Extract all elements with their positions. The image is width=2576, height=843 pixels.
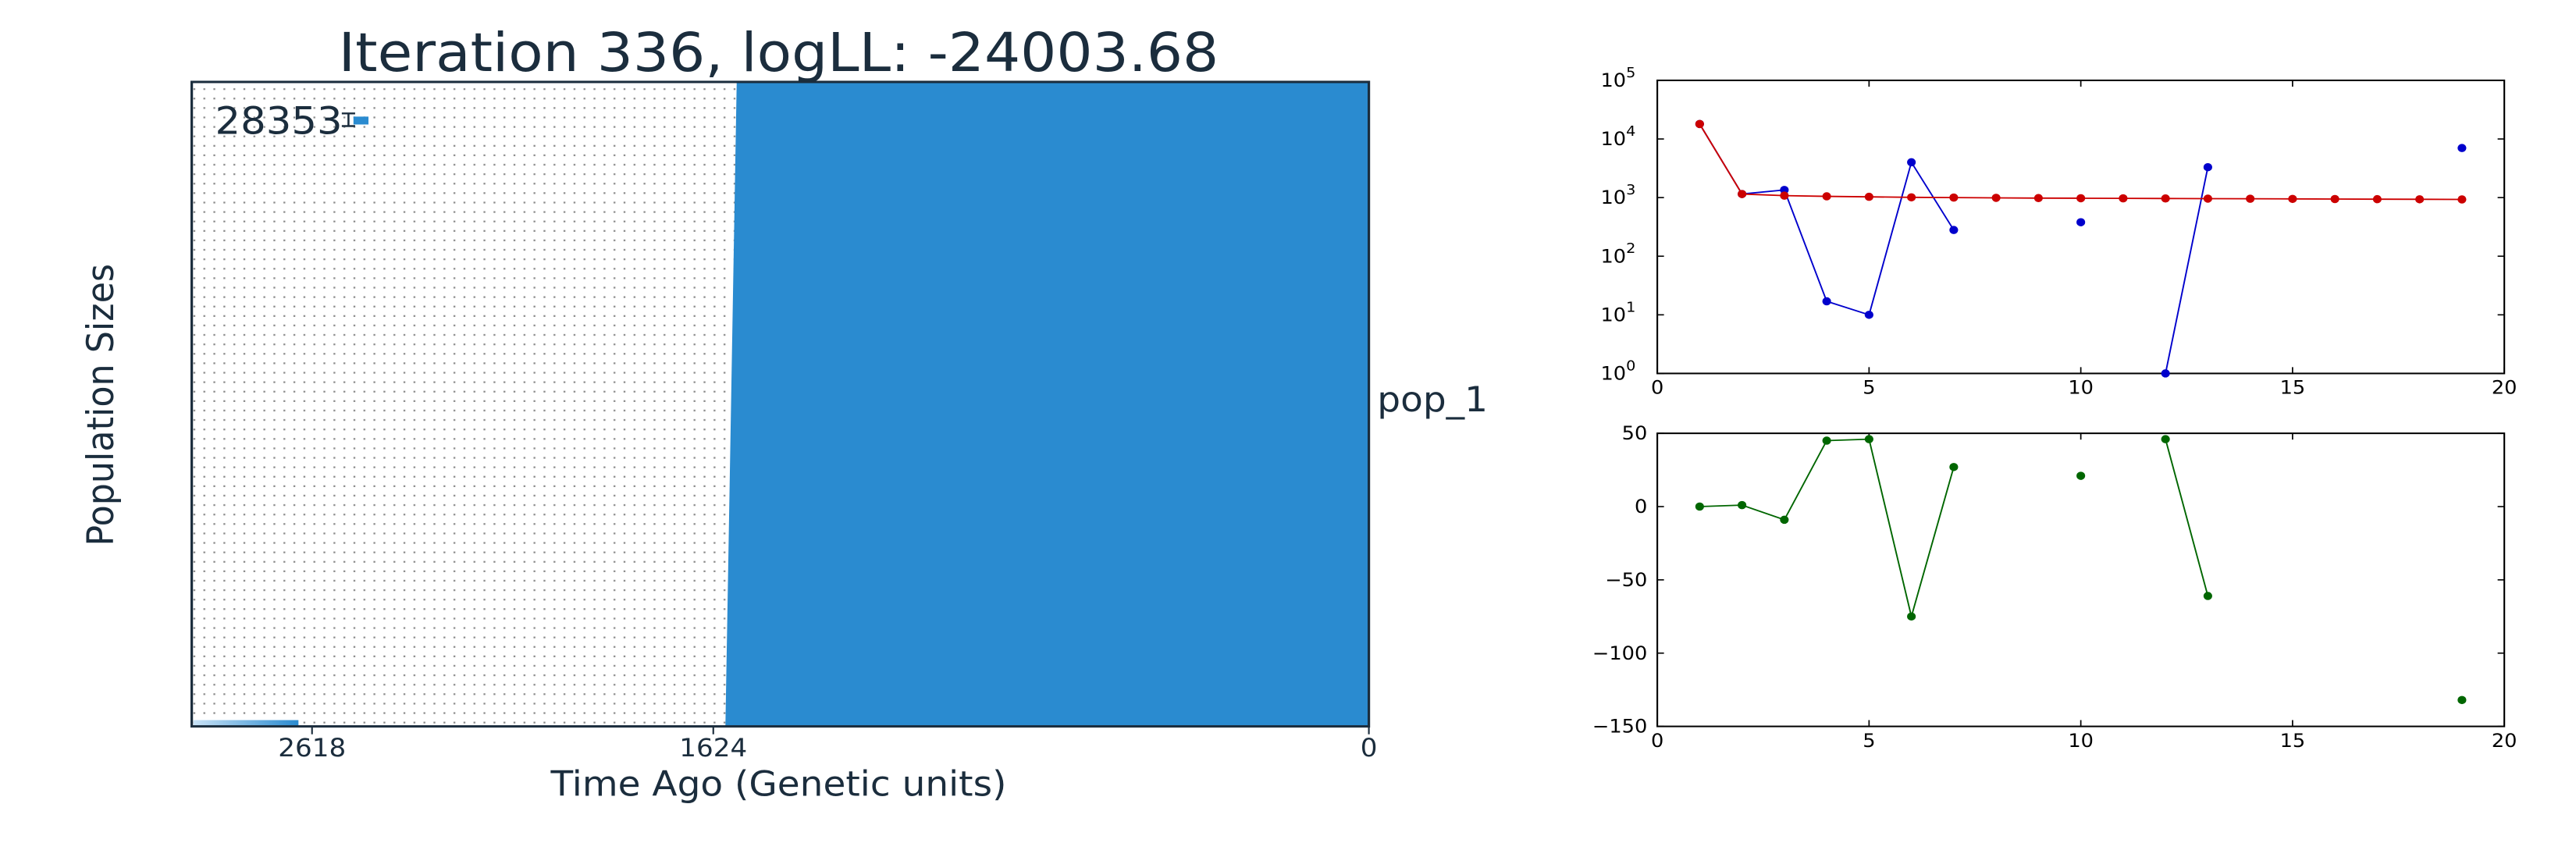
- bottom-time-bar: [193, 720, 299, 727]
- log-chart-data-point: [1864, 192, 1873, 201]
- x-tick-label: 1624: [679, 733, 747, 763]
- log-chart-series: [1695, 119, 2467, 378]
- log-chart-data-point: [1780, 186, 1789, 194]
- log-chart-y-tick-label: 102: [1601, 241, 1636, 267]
- log-chart-data-point: [2076, 194, 2086, 203]
- log-chart-data-point: [2330, 194, 2339, 204]
- size-label: 28353: [215, 99, 343, 143]
- log-chart-data-point: [1822, 192, 1831, 201]
- log-chart-data-point: [2033, 194, 2043, 203]
- size-arrow-icon: [341, 112, 369, 127]
- log-chart-y-tick-label: 104: [1601, 123, 1636, 149]
- y-axis-label: Population Sizes: [80, 264, 122, 546]
- population-area: [725, 81, 1369, 727]
- log-chart-data-point: [2372, 194, 2382, 204]
- log-chart-x-tick-label: 10: [2068, 376, 2094, 398]
- log-chart-data-point: [1907, 193, 1916, 202]
- x-tick-label: 0: [1361, 733, 1378, 763]
- linear-chart-x-tick-label: 0: [1651, 730, 1663, 752]
- linear-chart-x-tick-label: 20: [2492, 730, 2517, 752]
- log-chart-x-tick-label: 5: [1863, 376, 1875, 398]
- linear-chart-data-point: [1864, 435, 1873, 443]
- linear-chart-x-tick-label: 15: [2280, 730, 2306, 752]
- linear-chart-x-tick-label: 5: [1863, 730, 1875, 752]
- x-axis-ticks: 2618 1624 0: [278, 726, 1378, 763]
- log-chart-data-point: [2076, 218, 2086, 226]
- log-chart-x-tick-label: 0: [1651, 376, 1663, 398]
- log-chart-data-point: [2119, 194, 2128, 203]
- log-chart-x-tick-label: 15: [2280, 376, 2306, 398]
- linear-chart-data-point: [2161, 435, 2170, 443]
- linear-chart-data-point: [1780, 515, 1789, 525]
- plot-frame: [190, 80, 1371, 728]
- log-chart-frame: [1656, 79, 2506, 375]
- log-chart-data-point: [2161, 369, 2170, 378]
- log-chart-data-point: [2415, 195, 2425, 204]
- log-chart-y-tick-label: 100: [1601, 358, 1636, 384]
- linear-chart-series-line: [2165, 439, 2209, 596]
- log-chart-series-line: [2165, 167, 2209, 374]
- log-chart-data-point: [1949, 193, 1959, 202]
- linear-chart-y-tick-label: −50: [1605, 569, 1647, 591]
- linear-chart-data-point: [1949, 463, 1959, 471]
- linear-chart-data-point: [2203, 592, 2212, 600]
- linear-chart-y-tick-label: −100: [1592, 642, 1647, 663]
- log-chart-data-point: [2161, 194, 2170, 203]
- linear-chart-y-tick-label: −150: [1592, 715, 1647, 737]
- log-chart-data-point: [1907, 158, 1916, 167]
- log-chart-data-point: [2457, 195, 2467, 204]
- log-chart-data-point: [1738, 190, 1747, 198]
- linear-chart-data-point: [2457, 695, 2467, 705]
- linear-chart-data-point: [1907, 612, 1916, 621]
- log-chart-y-tick-label: 101: [1601, 300, 1636, 325]
- log-chart-data-point: [2203, 194, 2212, 203]
- log-chart-data-point: [2457, 144, 2467, 152]
- linear-chart-data-point: [1738, 500, 1747, 510]
- linear-chart-data-point: [2076, 471, 2086, 480]
- log-chart-data-point: [1780, 191, 1789, 200]
- linear-chart: 0 5 10 15 20 50 0 −50 −100 −150: [1592, 422, 2517, 752]
- x-axis-label: Time Ago (Genetic units): [550, 764, 1007, 804]
- log-chart-data-point: [2203, 162, 2212, 172]
- population-panel: Iteration 336, logLL: -24003.68 28353 po…: [80, 21, 1488, 804]
- log-chart-data-point: [2288, 194, 2297, 204]
- log-chart-y-tick-label: 103: [1601, 183, 1636, 208]
- population-label: pop_1: [1377, 379, 1488, 419]
- log-chart-data-point: [2246, 194, 2255, 203]
- linear-chart-data-point: [1695, 502, 1704, 511]
- linear-chart-x-tick-label: 10: [2068, 730, 2094, 752]
- log-chart-data-point: [1864, 311, 1873, 319]
- log-chart-data-point: [1949, 226, 1959, 234]
- log-chart-data-point: [1822, 297, 1831, 306]
- x-tick-label: 2618: [278, 733, 346, 763]
- log-chart-data-point: [1991, 194, 2001, 202]
- linear-chart-data-point: [1822, 436, 1831, 445]
- linear-chart-y-tick-label: 50: [1622, 422, 1648, 444]
- chart-title: Iteration 336, logLL: -24003.68: [339, 21, 1219, 84]
- linear-chart-series: [1695, 435, 2467, 705]
- linear-chart-frame: [1656, 432, 2506, 727]
- log-scale-chart: 0 5 10 15 20 100 101 102 103 104 105: [1601, 65, 2517, 398]
- linear-chart-y-tick-label: 0: [1635, 496, 1647, 518]
- linear-chart-axes: 0 5 10 15 20 50 0 −50 −100 −150: [1592, 422, 2517, 752]
- log-chart-x-tick-label: 20: [2492, 376, 2517, 398]
- log-chart-data-point: [1695, 119, 1704, 129]
- log-chart-y-tick-label: 105: [1601, 65, 1636, 91]
